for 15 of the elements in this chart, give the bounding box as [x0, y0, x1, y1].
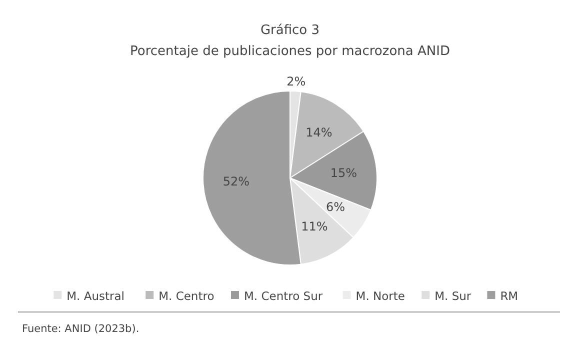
legend-label: M. Austral — [66, 289, 124, 304]
data-label: 6% — [326, 200, 346, 214]
legend-label: RM — [500, 289, 518, 304]
source-note: Fuente: ANID (2023b). — [22, 323, 140, 335]
legend-label: M. Centro Sur — [244, 289, 323, 304]
data-label: 14% — [306, 126, 332, 140]
legend-label: M. Norte — [356, 289, 405, 304]
chart-subtitle: Porcentaje de publicaciones por macrozona ANID — [130, 44, 450, 59]
chart-title: Gráfico 3 — [260, 23, 320, 38]
data-label: 11% — [301, 219, 328, 234]
data-label: 2% — [286, 74, 306, 88]
legend-label: M. Centro — [158, 289, 214, 304]
legend-label: M. Sur — [434, 289, 472, 304]
data-label: 52% — [222, 174, 250, 189]
data-label: 15% — [330, 166, 358, 180]
